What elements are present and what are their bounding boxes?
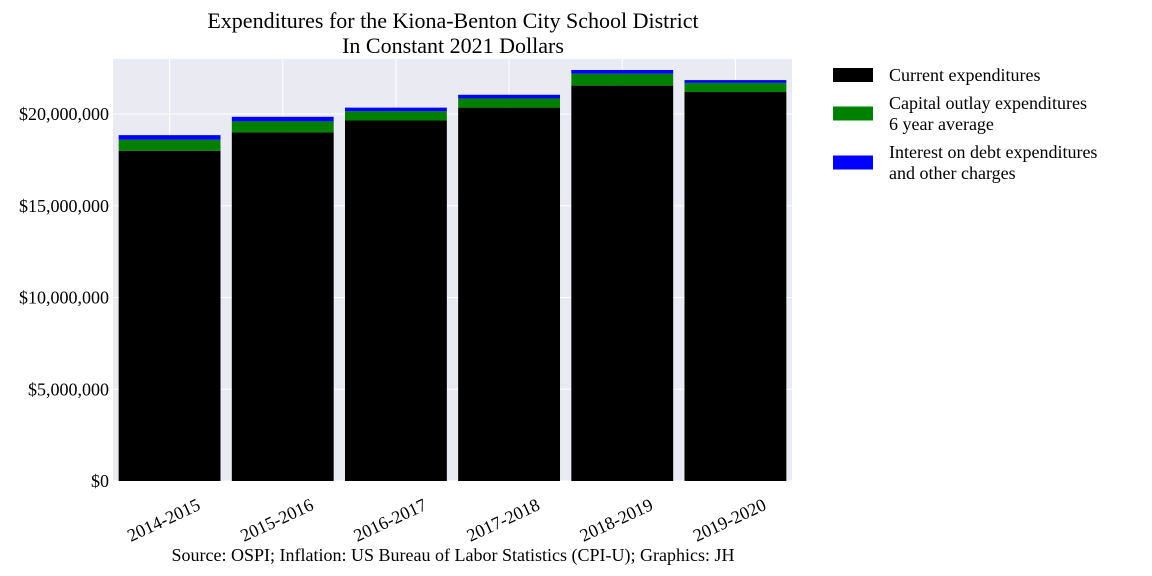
- bar-2017-2018-series-1: [458, 98, 561, 108]
- x-tick-label: 2018-2019: [577, 494, 656, 545]
- bar-2019-2020-series-0: [684, 92, 787, 481]
- x-tick-label: 2016-2017: [350, 494, 429, 545]
- y-tick-label: $5,000,000: [28, 379, 109, 399]
- chart-subtitle: In Constant 2021 Dollars: [342, 33, 564, 58]
- y-axis-ticks: $0 $5,000,000 $10,000,000 $15,000,000 $20,00…: [19, 104, 109, 491]
- legend-label-1: 6 year average: [889, 114, 994, 134]
- y-tick-label: $20,000,000: [19, 104, 109, 124]
- legend: Current expenditures Capital outlay expen…: [833, 65, 1097, 183]
- bar-2016-2017-series-1: [344, 111, 447, 121]
- bar-2016-2017-series-2: [344, 107, 447, 112]
- x-tick-label: 2014-2015: [124, 494, 203, 545]
- x-tick-label: 2019-2020: [690, 494, 769, 545]
- bar-2018-2019-series-1: [571, 73, 674, 86]
- bar-2019-2020-series-1: [684, 82, 787, 93]
- bar-2015-2016-series-1: [231, 121, 334, 133]
- x-tick-label: 2017-2018: [464, 494, 543, 545]
- bar-2017-2018-series-0: [458, 107, 561, 482]
- plot-area: [113, 59, 792, 481]
- x-tick-label: 2015-2016: [237, 494, 316, 545]
- legend-label-2: and other charges: [889, 163, 1016, 183]
- bar-2014-2015-series-0: [118, 150, 221, 481]
- legend-swatch-0: [833, 68, 873, 82]
- bars: [118, 70, 787, 482]
- source-note: Source: OSPI; Inflation: US Bureau of La…: [172, 545, 735, 566]
- bar-2014-2015-series-1: [118, 139, 221, 151]
- bar-2016-2017-series-0: [344, 120, 447, 482]
- y-tick-label: $15,000,000: [19, 196, 109, 216]
- bar-2018-2019-series-2: [571, 70, 674, 74]
- legend-label-2: Interest on debt expenditures: [889, 142, 1097, 162]
- bar-2017-2018-series-2: [458, 94, 561, 99]
- bar-2018-2019-series-0: [571, 85, 674, 482]
- bar-2014-2015-series-2: [118, 135, 221, 140]
- legend-swatch-2: [833, 155, 873, 170]
- y-tick-label: $0: [91, 471, 109, 491]
- legend-label-1: Capital outlay expenditures: [889, 93, 1087, 113]
- bar-2015-2016-series-2: [231, 116, 334, 122]
- x-axis-ticks: 2014-2015 2015-2016 2016-2017 2017-2018 2018…: [124, 494, 769, 545]
- y-tick-label: $10,000,000: [19, 288, 109, 308]
- legend-swatch-1: [833, 106, 873, 121]
- bar-2015-2016-series-0: [231, 132, 334, 482]
- bar-2019-2020-series-2: [684, 80, 787, 83]
- legend-label-0: Current expenditures: [889, 65, 1040, 85]
- chart-title: Expenditures for the Kiona-Benton City S…: [207, 8, 698, 33]
